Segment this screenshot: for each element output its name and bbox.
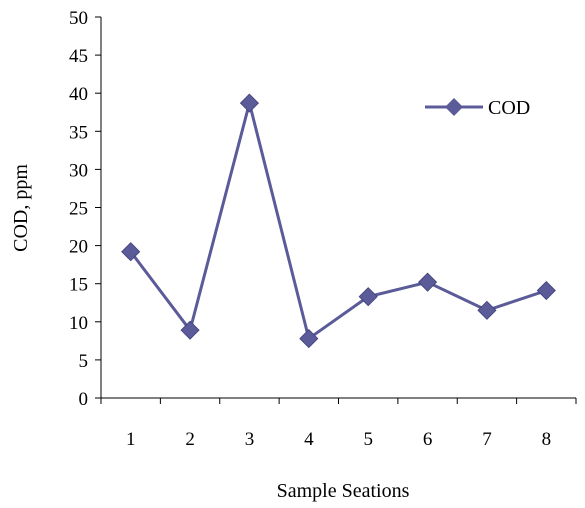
series-line: [129, 101, 547, 341]
legend-marker: [445, 98, 463, 116]
data-point-marker: [358, 287, 378, 307]
x-tick-label: 8: [542, 429, 552, 450]
x-tick-label: 5: [363, 429, 373, 450]
data-point-marker: [536, 280, 556, 301]
data-point-marker: [477, 300, 497, 320]
x-tick-label: 1: [126, 429, 136, 450]
legend-label: COD: [488, 97, 530, 119]
y-tick-label: 10: [69, 313, 88, 334]
y-tick-label: 50: [69, 8, 88, 29]
data-point-marker: [299, 328, 319, 349]
y-tick-label: 40: [69, 84, 88, 105]
y-tick-label: 20: [69, 237, 88, 258]
y-tick-label: 45: [69, 46, 88, 67]
y-tick-label: 25: [69, 199, 88, 220]
data-point-marker: [180, 320, 200, 340]
legend: COD: [425, 97, 530, 119]
x-axis: 1 2 3 4 5 6 7 8: [100, 397, 577, 450]
x-tick-label: 2: [185, 429, 195, 450]
y-tick-label: 0: [79, 389, 89, 410]
data-point-marker: [417, 272, 438, 292]
x-tick-label: 4: [304, 429, 314, 450]
x-tick-label: 7: [482, 429, 492, 450]
y-tick-label: 30: [69, 160, 88, 181]
data-point-marker: [239, 93, 260, 113]
x-axis-title: Sample Seations: [277, 480, 410, 502]
x-tick-label: 3: [245, 429, 255, 450]
x-tick-label: 6: [423, 429, 433, 450]
y-axis-title: COD, ppm: [10, 164, 32, 252]
series-layer: [121, 93, 556, 349]
y-tick-label: 15: [69, 275, 88, 296]
y-axis: 0 5 10 15 20 25 30 35 40 45 50: [69, 8, 102, 410]
y-tick-label: 5: [79, 351, 89, 372]
data-point-marker: [121, 242, 141, 262]
y-tick-label: 35: [69, 122, 88, 143]
